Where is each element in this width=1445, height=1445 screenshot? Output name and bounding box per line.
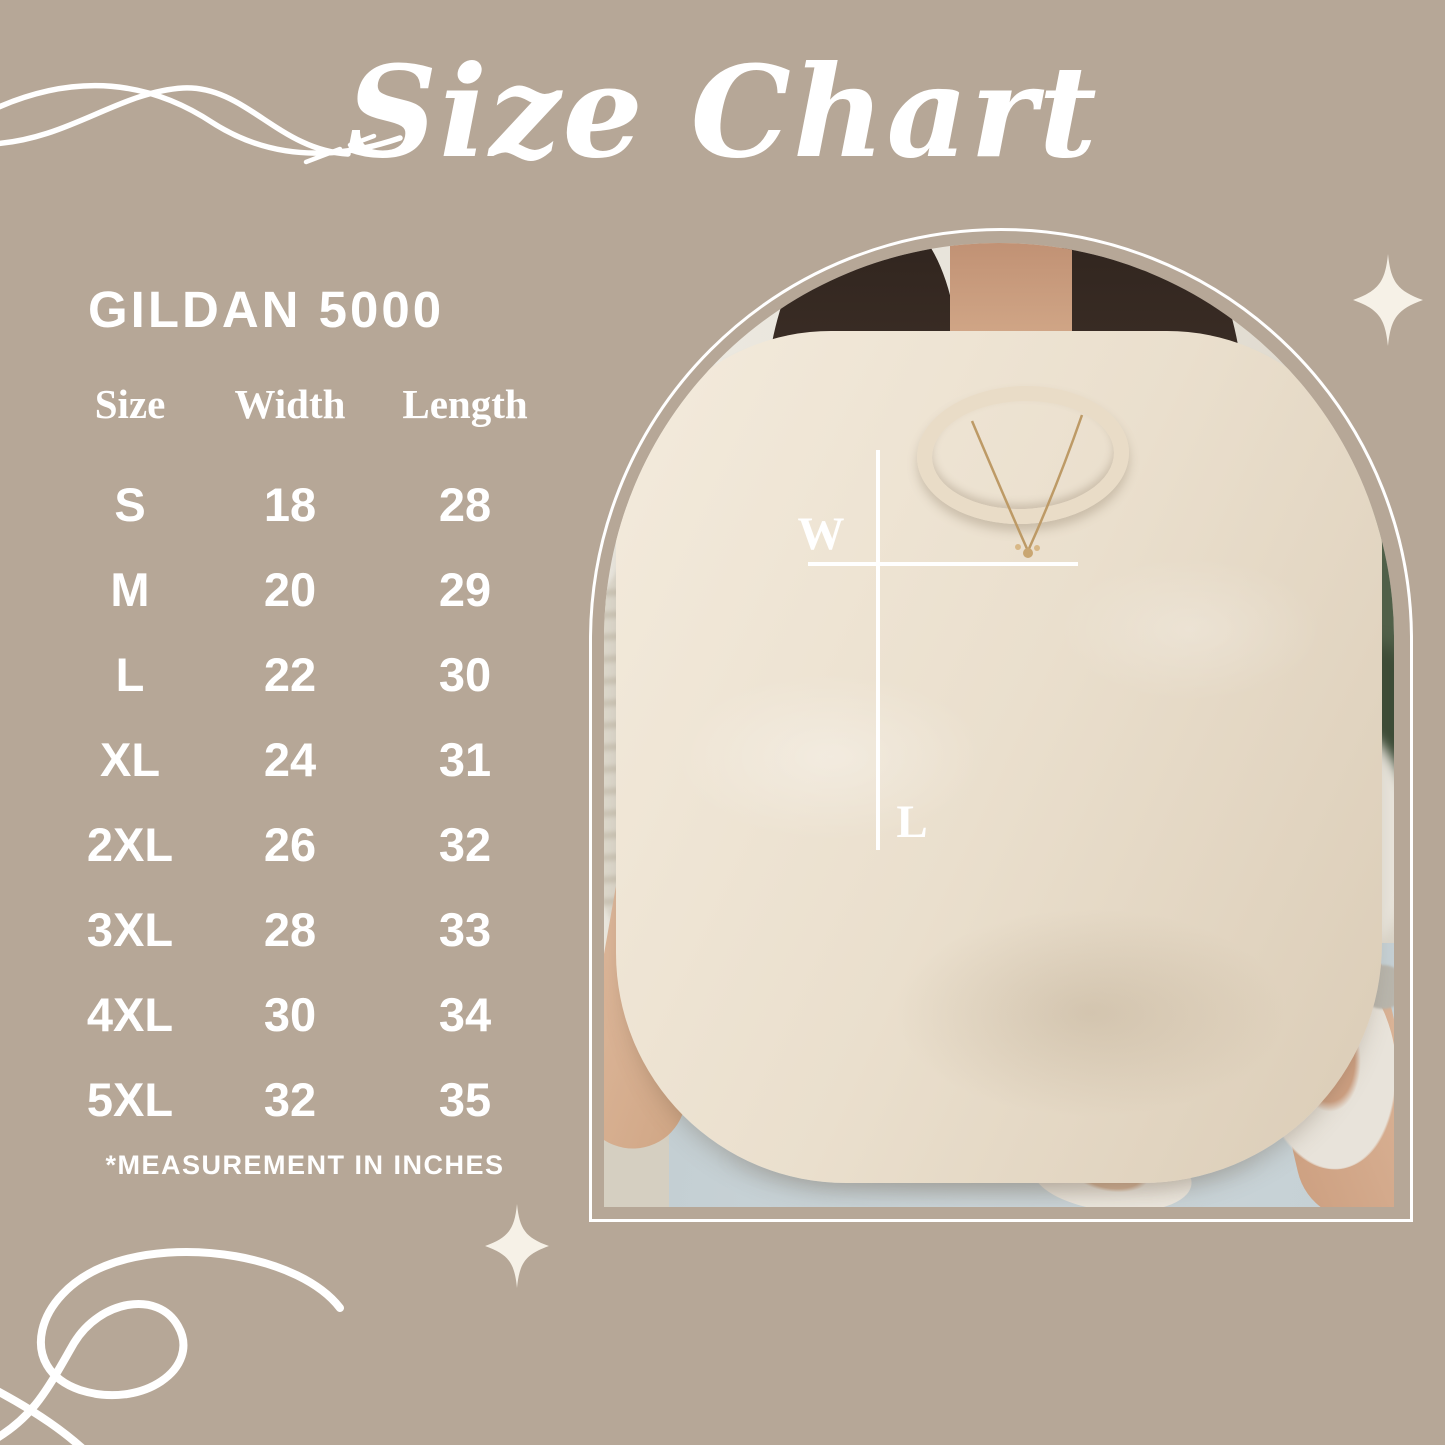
width-cell: 30 [263,988,317,1041]
width-cell: 26 [263,818,317,871]
size-cell: L [115,648,145,701]
model-necklace [970,414,1084,558]
sparkle-icon [1353,254,1423,346]
size-cell: M [110,563,150,616]
size-cell: 5XL [86,1073,174,1126]
length-cell: 31 [438,733,492,786]
page-title: Size Chart [346,38,1099,186]
size-cell: 3XL [86,903,174,956]
width-cell: 20 [263,563,317,616]
size-table-body: S 18 28 M 20 29 L 22 30 XL 24 31 2XL 26 … [55,462,555,1142]
size-cell: 2XL [86,818,174,871]
length-measure-line [876,450,880,850]
column-header-length: Length [402,381,528,427]
model-tshirt [616,331,1382,1183]
width-cell: 22 [263,648,317,701]
width-cell: 18 [263,478,317,531]
size-cell: XL [99,733,161,786]
measurement-note: *MEASUREMENT IN INCHES [105,1150,505,1180]
length-label: L [896,796,928,848]
photo-arch-outline [589,228,1413,1222]
size-table-header: Size Width Length [55,380,555,428]
model-photo: W L [604,243,1394,1207]
width-cell: 32 [263,1073,317,1126]
width-cell: 24 [263,733,317,786]
length-cell: 30 [438,648,492,701]
length-cell: 32 [438,818,492,871]
swirl-line-decoration [0,1248,344,1445]
length-cell: 35 [438,1073,492,1126]
size-cell: 4XL [86,988,174,1041]
length-cell: 33 [438,903,492,956]
sparkle-icon-small [485,1204,549,1288]
width-label: W [797,508,845,560]
width-measure-line [808,562,1078,566]
length-cell: 28 [438,478,492,531]
length-cell: 29 [438,563,492,616]
length-cell: 34 [438,988,492,1041]
column-header-width: Width [234,381,346,427]
width-cell: 28 [263,903,317,956]
column-header-size: Size [94,381,166,427]
product-name: GILDAN 5000 [88,281,445,338]
size-cell: S [114,478,146,531]
